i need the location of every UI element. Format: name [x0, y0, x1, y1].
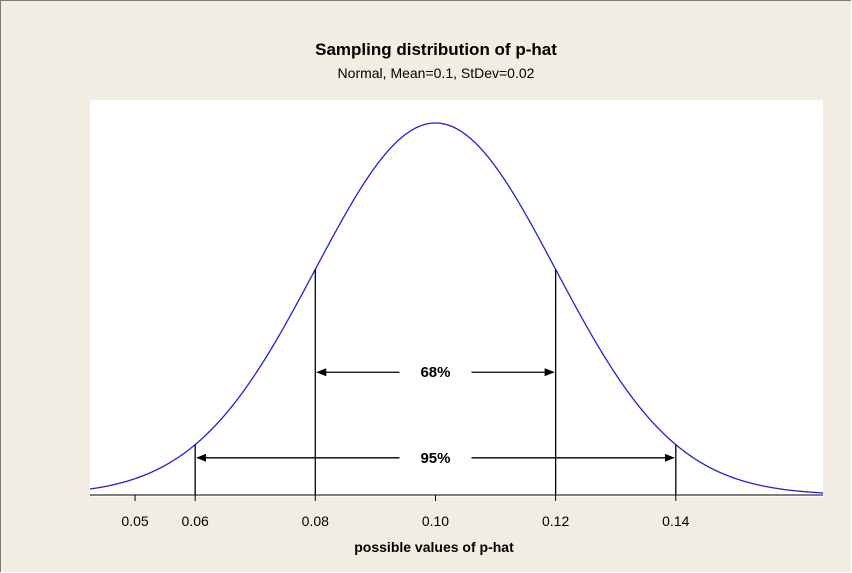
plot-layer: 0.05 0.06 0.08 0.10 0.12 0.14 68% 95% [89, 122, 824, 529]
x-tick-label: 0.10 [422, 513, 449, 529]
density-curve [89, 122, 824, 494]
x-tick-label: 0.05 [121, 513, 148, 529]
x-tick-label: 0.08 [302, 513, 329, 529]
plot-area [90, 100, 823, 497]
interval-label: 68% [420, 364, 450, 381]
x-tick-label: 0.06 [182, 513, 209, 529]
chart-title: Sampling distribution of p-hat [315, 40, 557, 59]
x-tick-label: 0.14 [662, 513, 689, 529]
interval-label: 95% [420, 450, 450, 467]
x-tick-label: 0.12 [542, 513, 569, 529]
chart-subtitle: Normal, Mean=0.1, StDev=0.02 [338, 65, 535, 81]
x-axis-label: possible values of p-hat [354, 539, 514, 555]
